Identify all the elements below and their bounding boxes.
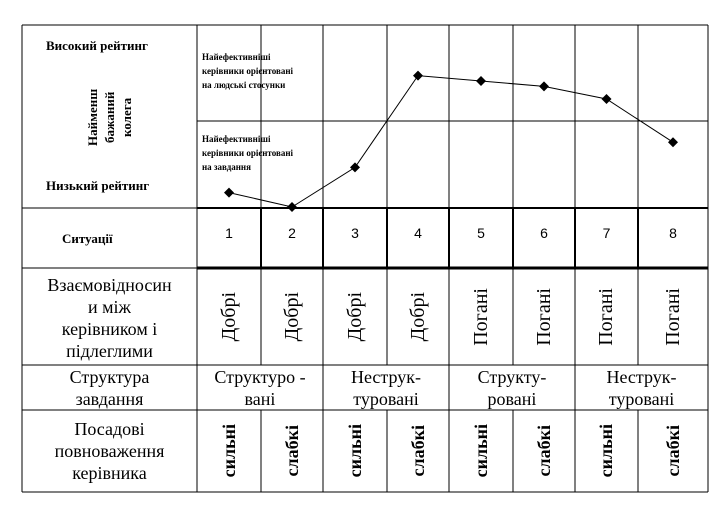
task-structure-line: Неструк- [350,366,421,387]
relationship-cell: Добрі [261,268,323,365]
data-point-marker [224,187,234,198]
position-power-row-label: Посадові повноваження керівника [22,411,197,491]
label-line: Структура [69,367,150,387]
power-value: сильні [596,424,616,478]
label-line: підлеглими [66,340,153,361]
task-structure-line: туровані [608,388,675,409]
label-line: Посадові [74,419,145,439]
relationship-value: Добрі [406,291,429,342]
relationship-cell: Добрі [323,268,387,365]
power-cell: сильні [575,410,638,492]
data-point-marker [668,137,678,148]
data-point-marker [601,94,612,104]
power-cell: слабкі [638,410,708,492]
situation-number: 5 [477,225,485,241]
data-point-marker [476,76,486,86]
relationship-row-label: Взаємовідносин и між керівником і підлег… [22,270,197,365]
situation-number: 6 [540,225,548,241]
data-point-marker [287,202,297,212]
relationship-value: Погані [532,287,555,346]
note-line: керівники орієнтовані [202,66,294,76]
power-value: сильні [344,424,365,478]
label-line: повноваження [54,441,165,461]
relationship-oriented-note: Найефективніші керівники орієнтовані на … [202,50,293,92]
note-line: Найефективніші [202,52,271,62]
task-structure-cell: Неструк-туровані [323,365,449,410]
situation-number: 8 [669,225,677,241]
power-value: слабкі [533,425,554,477]
power-cell: слабкі [513,410,575,492]
relationship-value: Добрі [280,291,303,342]
task-structure-cell: Неструк-туровані [575,365,708,410]
task-structure-row-label: Структура завдання [22,366,197,410]
relationship-value: Добрі [217,291,240,342]
label-line: керівника [72,463,147,483]
power-value: слабкі [407,425,428,477]
high-rating-label: Високий рейтинг [46,38,148,53]
task-structure-line: ровані [487,388,537,409]
relationship-cell: Добрі [387,268,449,365]
task-structure-cell: Структуро - вані [197,365,323,410]
situation-number: 2 [288,225,296,241]
note-line: Найефективніші [202,134,271,144]
task-structure-cell: Структу-ровані [449,365,575,410]
situation-number: 4 [414,225,422,241]
data-point-marker [539,81,549,92]
label-line: Взаємовідносин [47,274,172,295]
relationship-value: Погані [661,287,684,346]
low-rating-label: Низький рейтинг [46,178,150,193]
lpc-axis-label: Найменш бажаний колега [84,80,135,155]
relationship-cell: Добрі [197,268,261,365]
power-value: слабкі [662,425,683,477]
relationship-value: Погані [595,287,617,346]
power-value: слабкі [281,425,302,477]
lpc-line: Найменш [85,88,100,147]
series-line [228,75,674,208]
power-cell: слабкі [387,410,449,492]
relationship-value: Добрі [343,291,366,342]
task-structure-line: Структу- [477,366,547,387]
data-point-marker [413,70,423,81]
task-oriented-note: Найефективніші керівники орієнтовані на … [202,132,293,174]
power-cell: сильні [449,410,513,492]
relationship-cell: Погані [638,268,708,365]
power-cell: слабкі [261,410,323,492]
power-cell: сильні [197,410,261,492]
situation-number: 3 [351,225,359,241]
situation-number: 7 [603,225,611,241]
power-value: сильні [470,424,491,478]
power-cell: сильні [323,410,387,492]
task-structure-line: вані [244,388,276,409]
relationship-value: Погані [469,287,492,346]
note-line: на завдання [202,162,251,172]
label-line: керівником і [61,318,158,339]
power-value: сильні [218,424,239,478]
lpc-line: бажаний [102,91,117,144]
task-structure-line: Неструк- [606,366,677,387]
data-point-marker [350,162,360,173]
task-structure-line: Структуро - [214,366,306,387]
label-line: завдання [75,389,144,409]
lpc-line: колега [119,97,134,138]
situations-label: Ситуації [62,231,113,246]
task-structure-line: туровані [353,388,419,409]
situation-number: 1 [225,225,233,241]
label-line: и між [88,296,131,317]
note-line: керівники орієнтовані [202,148,294,158]
note-line: на людські стосунки [202,80,286,90]
relationship-cell: Погані [449,268,513,365]
relationship-cell: Погані [575,268,638,365]
relationship-cell: Погані [513,268,575,365]
